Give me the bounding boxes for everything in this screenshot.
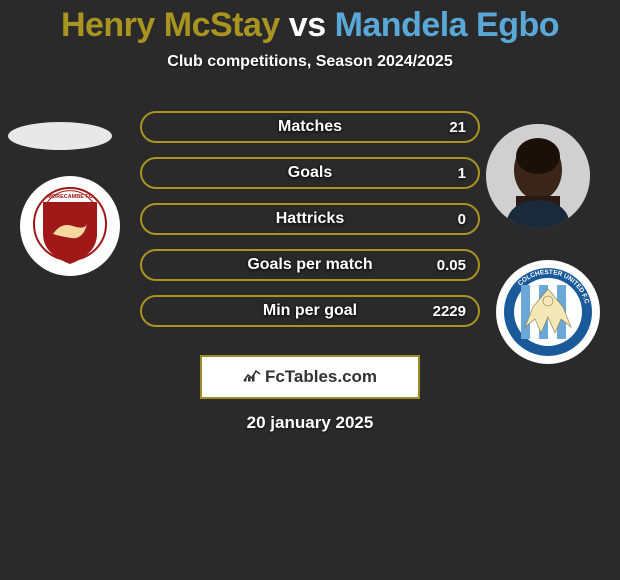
page-title: Henry McStay vs Mandela Egbo — [0, 0, 620, 45]
stat-label: Goals per match — [247, 256, 372, 274]
stat-label: Min per goal — [263, 302, 357, 320]
stat-value-right: 2229 — [433, 303, 466, 320]
stat-value-right: 0.05 — [437, 257, 466, 274]
stat-label: Hattricks — [276, 210, 344, 228]
stat-value-right: 1 — [458, 165, 466, 182]
brand-logo-icon — [243, 368, 261, 386]
stats-area: Matches 21 Goals 1 Hattricks 0 Goals per match… — [0, 111, 620, 327]
stat-bar: Goals 1 — [140, 157, 480, 189]
stat-label: Matches — [278, 118, 342, 136]
subtitle: Club competitions, Season 2024/2025 — [0, 53, 620, 71]
title-player2: Mandela Egbo — [335, 6, 559, 44]
stat-bar: Min per goal 2229 — [140, 295, 480, 327]
stat-bar: Hattricks 0 — [140, 203, 480, 235]
stat-value-right: 21 — [449, 119, 466, 136]
stat-label: Goals — [288, 164, 332, 182]
title-vs: vs — [289, 6, 326, 44]
stat-bar: Goals per match 0.05 — [140, 249, 480, 281]
title-player1: Henry McStay — [61, 6, 280, 44]
date-line: 20 january 2025 — [0, 413, 620, 433]
footer-brand-text: FcTables.com — [265, 367, 377, 387]
footer-brand-box: FcTables.com — [200, 355, 420, 399]
stat-bar: Matches 21 — [140, 111, 480, 143]
stat-value-right: 0 — [458, 211, 466, 228]
